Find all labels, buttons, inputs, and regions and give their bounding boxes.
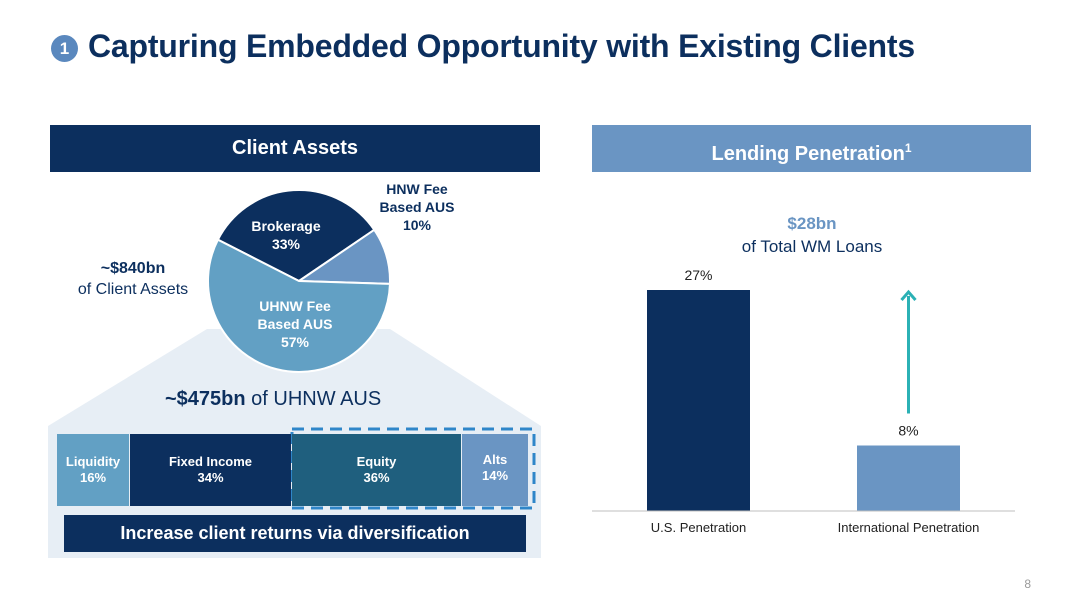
category-label-international: International Penetration bbox=[838, 520, 980, 535]
client-assets-header: Client Assets bbox=[50, 125, 540, 172]
pie-label-brokerage: Brokerage 33% bbox=[233, 217, 339, 253]
loans-callout: $28bn of Total WM Loans bbox=[700, 212, 924, 258]
pie-label-hnw-pct: 10% bbox=[402, 217, 432, 233]
pie-label-uhnw: UHNW Fee Based AUS 57% bbox=[240, 297, 350, 351]
pie-label-hnw: HNW Fee Based AUS 10% bbox=[362, 180, 472, 234]
pie-slice-uhnw bbox=[207, 238, 391, 373]
segment-fixed-income: Fixed Income 34% bbox=[130, 434, 291, 506]
bar-international-penetration bbox=[857, 445, 960, 511]
data-label-us: 27% bbox=[684, 267, 712, 283]
segment-liquidity-pct: 16% bbox=[79, 470, 107, 485]
pie-label-uhnw-line2: Based AUS bbox=[257, 316, 333, 332]
footnote-marker: 1 bbox=[904, 141, 912, 155]
pie-label-hnw-line2: Based AUS bbox=[379, 199, 455, 215]
client-assets-total: ~$840bn of Client Assets bbox=[58, 258, 208, 300]
lending-penetration-chart: 27% U.S. Penetration 8% International Penet… bbox=[592, 267, 1015, 535]
pie-label-uhnw-pct: 57% bbox=[280, 334, 310, 350]
loans-callout-value: $28bn bbox=[787, 214, 837, 233]
growth-arrow-icon bbox=[900, 289, 917, 301]
segment-liquidity-label: Liquidity bbox=[65, 454, 121, 469]
segment-alts: Alts 14% bbox=[462, 434, 528, 506]
pie-label-hnw-line1: HNW Fee bbox=[386, 181, 448, 197]
pie-label-brokerage-name: Brokerage bbox=[251, 218, 321, 234]
bar-us-penetration bbox=[647, 290, 750, 511]
segment-liquidity: Liquidity 16% bbox=[57, 434, 129, 506]
diversification-dashed-box bbox=[290, 427, 536, 510]
page-number: 8 bbox=[1024, 577, 1031, 591]
client-assets-total-value: ~$840bn bbox=[100, 260, 166, 277]
uhnw-aus-caption: ~$475bn of UHNW AUS bbox=[165, 388, 381, 411]
lending-penetration-header: Lending Penetration1 bbox=[592, 125, 1031, 172]
diversification-banner: Increase client returns via diversificat… bbox=[64, 515, 526, 552]
segment-equity: Equity 36% bbox=[292, 434, 461, 506]
section-number-badge: 1 bbox=[51, 35, 78, 62]
segment-fixed-income-pct: 34% bbox=[197, 470, 224, 485]
client-assets-pie bbox=[207, 189, 391, 373]
data-label-international: 8% bbox=[898, 423, 918, 439]
uhnw-aus-label: of UHNW AUS bbox=[251, 388, 382, 410]
segment-alts-label: Alts bbox=[482, 452, 508, 467]
uhnw-aus-value: ~$475bn bbox=[165, 388, 246, 410]
client-assets-total-label: of Client Assets bbox=[77, 281, 189, 298]
segment-equity-label: Equity bbox=[356, 454, 397, 469]
loans-callout-label: of Total WM Loans bbox=[741, 237, 883, 256]
pie-slice-brokerage bbox=[216, 189, 376, 283]
segment-equity-pct: 36% bbox=[363, 470, 390, 485]
lending-header-text: Lending Penetration bbox=[711, 143, 905, 165]
category-label-us: U.S. Penetration bbox=[651, 520, 746, 535]
segment-fixed-income-label: Fixed Income bbox=[168, 454, 253, 469]
segment-alts-pct: 14% bbox=[481, 468, 509, 483]
pie-label-uhnw-line1: UHNW Fee bbox=[259, 298, 331, 314]
page-title: Capturing Embedded Opportunity with Exis… bbox=[88, 28, 915, 64]
pie-label-brokerage-pct: 33% bbox=[271, 236, 301, 252]
